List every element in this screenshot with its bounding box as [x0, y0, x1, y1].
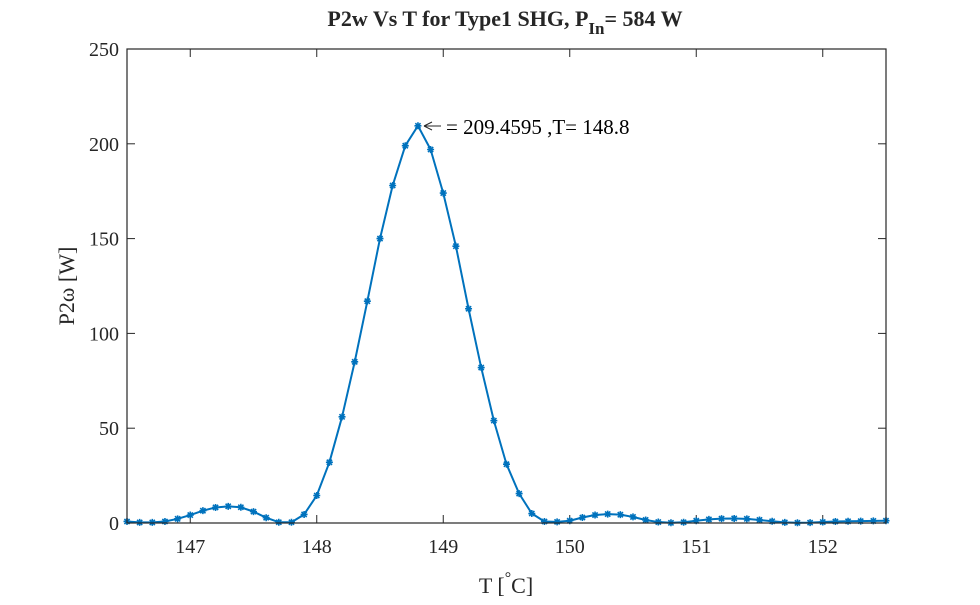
data-point-marker: [414, 122, 422, 130]
plot-area: [127, 49, 886, 523]
data-point-marker: [616, 511, 624, 519]
plot-frame: [126, 48, 887, 524]
y-tick-label: 250: [89, 39, 119, 61]
data-point-marker: [338, 413, 346, 421]
data-point-marker: [515, 490, 523, 498]
x-axis-label: T [°C]: [479, 570, 533, 598]
x-tick-label: 150: [555, 536, 585, 558]
datatip-annotation: = 209.4595 ,T= 148.8: [423, 115, 630, 139]
degree-symbol: °: [505, 570, 511, 587]
data-point-marker: [528, 510, 536, 518]
y-tick-label: 50: [99, 418, 119, 440]
data-point-marker: [743, 515, 751, 523]
data-point-marker: [363, 297, 371, 305]
data-point-marker: [389, 182, 397, 190]
y-tick-label: 200: [89, 134, 119, 156]
axis-ticks: 147 148 149 150 151 152 0 50 100 150 200 250: [89, 39, 886, 558]
data-point-marker: [186, 511, 194, 519]
data-point-marker: [376, 235, 384, 243]
data-point-marker: [604, 510, 612, 518]
y-tick-label: 100: [89, 323, 119, 345]
data-point-marker: [237, 503, 245, 511]
data-point-marker: [401, 142, 409, 150]
data-point-marker: [477, 364, 485, 372]
data-point-marker: [287, 518, 295, 526]
y-tick-label: 150: [89, 229, 119, 251]
y-tick-label: 0: [109, 513, 119, 535]
data-point-marker: [768, 517, 776, 525]
data-point-marker: [427, 145, 435, 153]
data-point-marker: [591, 511, 599, 519]
data-point-marker: [325, 458, 333, 466]
data-point-marker: [212, 503, 220, 511]
chart-title-subscript: In: [588, 19, 605, 38]
x-tick-label: 147: [175, 536, 205, 558]
data-point-marker: [224, 502, 232, 510]
data-point-marker: [680, 518, 688, 526]
data-point-marker: [819, 518, 827, 526]
data-point-marker: [503, 460, 510, 468]
data-point-marker: [730, 514, 738, 522]
x-tick-label: 149: [428, 536, 458, 558]
data-point-marker: [313, 492, 321, 500]
data-point-marker: [566, 517, 574, 525]
data-point-marker: [654, 518, 662, 526]
data-point-marker: [642, 516, 650, 524]
data-point-marker: [300, 510, 308, 518]
data-point-marker: [250, 508, 257, 516]
data-point-marker: [718, 515, 726, 523]
chart-title-suffix: = 584 W: [604, 6, 682, 31]
data-point-marker: [262, 514, 270, 522]
data-point-marker: [857, 517, 865, 525]
data-point-marker: [490, 417, 498, 425]
data-point-marker: [869, 517, 877, 525]
data-point-marker: [452, 242, 460, 250]
datatip-label: = 209.4595 ,T= 148.8: [446, 115, 630, 139]
data-point-marker: [831, 517, 839, 525]
data-point-marker: [351, 358, 359, 366]
data-point-marker: [844, 517, 852, 525]
x-tick-label: 152: [808, 536, 838, 558]
data-point-marker: [692, 517, 700, 525]
data-point-marker: [540, 517, 548, 525]
y-axis-label: P2ω [W]: [54, 247, 79, 326]
data-point-marker: [174, 515, 182, 523]
x-tick-label: 151: [681, 536, 711, 558]
data-point-marker: [705, 515, 713, 523]
data-point-marker: [275, 518, 283, 526]
data-point-marker: [629, 513, 637, 521]
x-tick-label: 148: [302, 536, 332, 558]
chart-title: P2w Vs T for Type1 SHG, PIn= 584 W: [327, 6, 682, 38]
data-point-marker: [161, 517, 169, 525]
data-point-marker: [756, 516, 763, 524]
data-point-marker: [439, 189, 447, 197]
data-point-marker: [465, 305, 473, 313]
datatip-arrow: [423, 121, 441, 131]
data-point-marker: [578, 514, 586, 522]
data-point-marker: [553, 518, 561, 526]
data-point-marker: [199, 507, 207, 515]
